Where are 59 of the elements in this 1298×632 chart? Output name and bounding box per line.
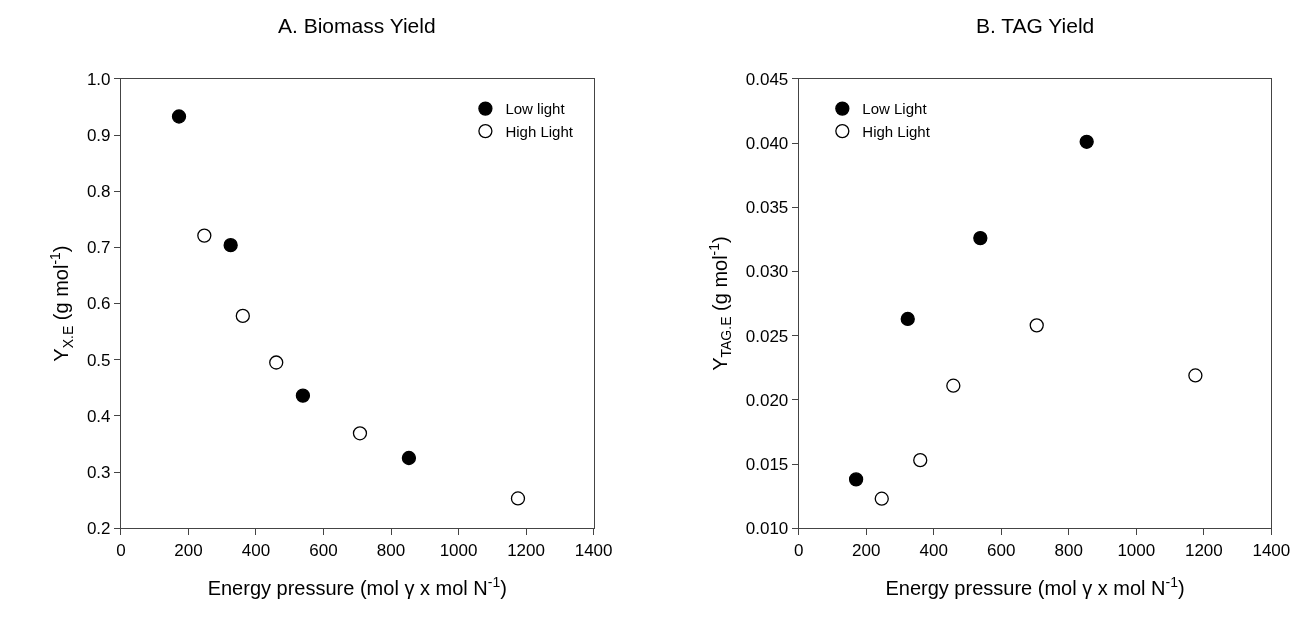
point [848,472,864,487]
y-tick-label: 0.045 [745,69,789,89]
x-tick-label: 0 [116,540,126,560]
x-tick-label: 1400 [574,540,613,560]
legend-label: Low light [505,100,566,118]
point [946,378,961,393]
legend-label: Low Light [862,100,928,118]
y-tick-label: 0.7 [86,238,111,258]
y-tick-label: 0.5 [86,350,111,370]
y-tick-label: 0.4 [86,406,111,426]
x-tick-label: 1000 [1117,540,1156,560]
x-tick-label: 1400 [1252,540,1291,560]
legend-label: High Light [505,122,574,140]
y-tick-label: 0.3 [86,462,111,482]
x-tick-label: 800 [1054,540,1083,560]
x-tick-label: 200 [852,540,881,560]
point [235,308,250,324]
x-tick-label: 200 [174,540,203,560]
point [401,450,417,466]
point [874,491,889,506]
point [295,388,311,403]
point [900,311,915,327]
y-tick-label: 0.2 [86,519,111,539]
y-tick-label: 0.030 [745,262,789,282]
point [223,237,238,253]
x-tick-label: 1200 [1184,540,1223,560]
point [352,426,368,441]
x-tick-label: 1200 [507,540,545,560]
legend-label: High Light [862,122,931,140]
x-axis-title: Energy pressure (mol γ x mol N$^{-1}$) [885,573,1185,600]
x-axis-title: Energy pressure (mol γ x mol N$^{-1}$) [207,573,507,600]
y-tick-label: 0.6 [86,294,111,314]
x-tick-label: 600 [987,540,1016,560]
point [1188,368,1203,383]
point [1079,134,1094,149]
x-tick-label: 400 [241,540,271,560]
point [269,355,284,370]
chart-title: A. Biomass Yield [278,14,436,37]
y-tick-label: 0.9 [86,126,111,145]
y-tick-label: 0.010 [745,519,789,539]
x-tick-label: 800 [376,540,406,560]
point [171,109,187,124]
point [913,453,928,468]
x-tick-label: 600 [309,540,338,560]
x-tick-label: 0 [793,540,804,560]
x-tick-label: 400 [919,540,948,560]
point [1029,318,1044,333]
y-tick-label: 0.020 [745,390,789,410]
y-tick-label: 0.8 [86,182,111,202]
x-tick-label: 1000 [439,540,478,560]
point [510,491,526,506]
point [197,228,212,243]
point [973,230,988,246]
chart-title: B. TAG Yield [976,14,1095,37]
y-tick-label: 1.0 [86,69,111,89]
y-tick-label: 0.040 [745,134,789,154]
y-tick-label: 0.015 [745,454,789,474]
y-tick-label: 0.025 [745,326,789,346]
y-tick-label: 0.035 [745,198,789,218]
